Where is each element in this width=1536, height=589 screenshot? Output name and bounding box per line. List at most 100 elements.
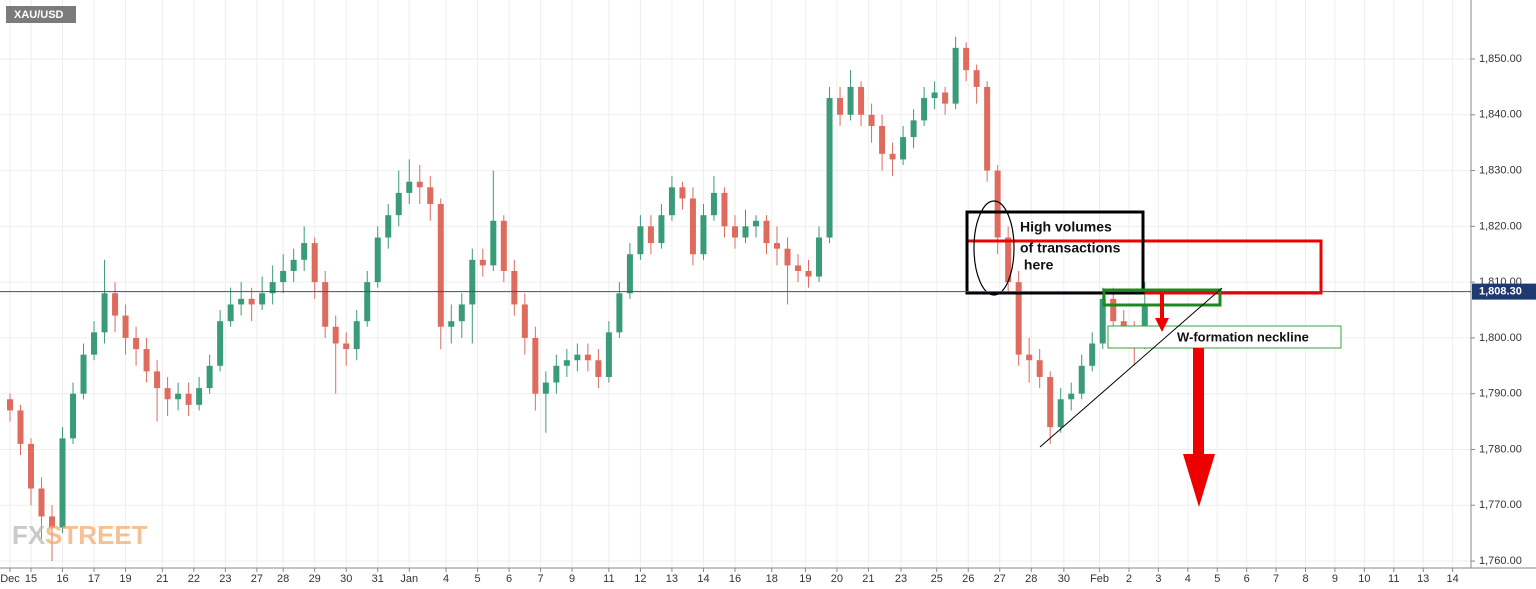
- last-price-label: 1,808.30: [1479, 286, 1522, 298]
- symbol-badge: [6, 6, 76, 23]
- candle-body: [374, 237, 381, 283]
- candle-body: [206, 365, 213, 389]
- x-tick-label: 13: [1417, 573, 1429, 585]
- candle-body: [101, 293, 108, 333]
- candle-body: [6, 399, 13, 411]
- candle-body: [816, 237, 823, 277]
- candle-body: [595, 360, 602, 377]
- candle-body: [900, 137, 907, 160]
- x-tick-label: 23: [219, 573, 231, 585]
- candle-body: [721, 192, 728, 227]
- candle-body: [784, 248, 791, 266]
- candles: [6, 36, 1148, 562]
- candle-body: [511, 270, 518, 305]
- candle-body: [574, 354, 581, 361]
- arrow: [1193, 348, 1204, 454]
- candle-body: [668, 187, 675, 216]
- x-tick-label: 31: [372, 573, 384, 585]
- candle-body: [1036, 360, 1043, 377]
- x-tick-label: 21: [862, 573, 874, 585]
- candle-body: [70, 393, 77, 439]
- candle-body: [490, 220, 497, 266]
- candle-body: [112, 293, 119, 316]
- candle-body: [563, 360, 570, 366]
- candle-body: [91, 332, 98, 355]
- x-tick-label: 14: [697, 573, 709, 585]
- trendline: [1039, 287, 1223, 448]
- x-tick-label: Jan: [400, 573, 418, 585]
- candle-body: [1099, 298, 1106, 344]
- candle-body: [994, 170, 1001, 238]
- candle-body: [1015, 282, 1022, 355]
- watermark: STREET: [45, 520, 148, 550]
- x-tick-label: 10: [1358, 573, 1370, 585]
- candle-body: [973, 70, 980, 87]
- x-tick-label: 16: [729, 573, 741, 585]
- candle-body: [238, 298, 245, 305]
- candle-body: [847, 86, 854, 115]
- candle-body: [921, 98, 928, 121]
- x-tick-label: 12: [634, 573, 646, 585]
- x-tick-label: 11: [603, 573, 614, 585]
- candle-body: [984, 86, 991, 171]
- neckline-label-box: [1107, 325, 1342, 349]
- candle-body: [763, 220, 770, 244]
- candle-body: [301, 243, 308, 260]
- last-price-badge: [1472, 283, 1536, 300]
- candle-body: [269, 282, 276, 294]
- candle-body: [521, 304, 528, 338]
- candle-body: [1078, 365, 1085, 394]
- candle-body: [963, 47, 970, 71]
- candle-body: [731, 226, 738, 238]
- candle-body: [217, 321, 224, 366]
- x-tick-label: 20: [831, 573, 843, 585]
- x-tick-label: 30: [340, 573, 352, 585]
- x-tick-label: 4: [1185, 573, 1191, 585]
- x-tick-label: 18: [766, 573, 778, 585]
- x-tick-label: Dec: [0, 573, 20, 585]
- x-tick-label: 26: [962, 573, 974, 585]
- x-tick-label: 17: [88, 573, 100, 585]
- candle-body: [679, 187, 686, 199]
- x-tick-label: 9: [569, 573, 575, 585]
- candle-body: [164, 388, 171, 400]
- candle-body: [322, 282, 329, 327]
- y-tick-label: 1,850.00: [1479, 53, 1522, 65]
- x-tick-label: 29: [309, 573, 321, 585]
- candle-body: [154, 371, 161, 389]
- x-tick-label: 6: [1244, 573, 1250, 585]
- y-tick-label: 1,780.00: [1479, 443, 1522, 455]
- y-tick-label: 1,820.00: [1479, 220, 1522, 232]
- candle-body: [658, 215, 665, 244]
- candle-body: [826, 98, 833, 238]
- x-tick-label: 19: [119, 573, 131, 585]
- annotation: W-formation neckline: [1177, 329, 1309, 344]
- x-tick-label: 30: [1058, 573, 1070, 585]
- x-tick-label: 28: [1025, 573, 1037, 585]
- candle-body: [910, 120, 917, 138]
- x-tick-label: 28: [277, 573, 289, 585]
- candle-body: [17, 410, 24, 444]
- candle-body: [774, 243, 781, 249]
- x-tick-label: 25: [931, 573, 943, 585]
- x-tick-label: 23: [895, 573, 907, 585]
- candle-body: [1047, 376, 1054, 428]
- candle-body: [406, 181, 413, 193]
- candle-body: [332, 326, 339, 344]
- candle-body: [175, 393, 182, 400]
- x-tick-label: 5: [1214, 573, 1220, 585]
- x-tick-label: 8: [1302, 573, 1308, 585]
- annotation: here: [1020, 257, 1054, 273]
- candle-body: [59, 438, 66, 528]
- x-tick-label: 27: [994, 573, 1006, 585]
- x-tick-label: 13: [666, 573, 678, 585]
- candle-body: [133, 337, 140, 350]
- candle-body: [364, 282, 371, 322]
- candle-body: [80, 354, 87, 394]
- candle-body: [343, 343, 350, 350]
- candle-body: [710, 192, 717, 216]
- grid: [0, 0, 1471, 568]
- x-tick-label: 6: [506, 573, 512, 585]
